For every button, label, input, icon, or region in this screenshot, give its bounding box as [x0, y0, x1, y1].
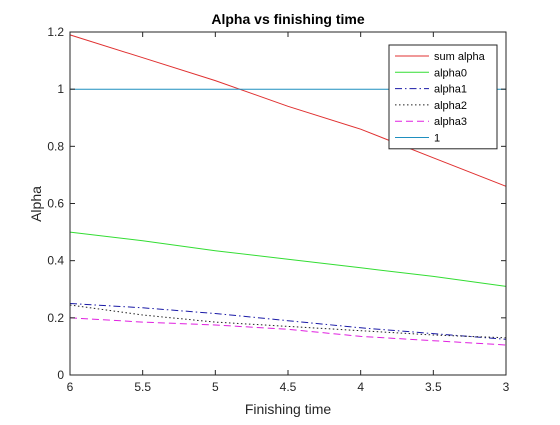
y-tick-label: 0.4 [47, 254, 64, 268]
y-axis-label: Alpha [28, 186, 44, 222]
legend-label-sum-alpha: sum alpha [434, 51, 486, 63]
x-tick-label: 3 [503, 380, 510, 394]
legend-box [388, 44, 498, 150]
x-tick-label: 4 [357, 380, 364, 394]
series-line-sum-alpha [69, 34, 507, 187]
y-tick-label: 0.6 [47, 197, 64, 211]
y-tick-label: 1.2 [47, 25, 64, 39]
y-tick-label: 0.8 [47, 139, 64, 153]
series-line-alpha1 [69, 303, 507, 340]
series-line-alpha2 [69, 304, 507, 339]
x-tick-label: 6 [67, 380, 74, 394]
legend-label-alpha2: alpha2 [434, 100, 467, 112]
x-tick-label: 5 [212, 380, 219, 394]
legend-label-alpha1: alpha1 [434, 84, 467, 96]
y-ticks: 0 0.2 0.4 0.6 0.8 1 1.2 [47, 25, 506, 382]
series-layer [69, 34, 507, 346]
chart-title: Alpha vs finishing time [211, 11, 364, 27]
legend-label-alpha0: alpha0 [434, 67, 467, 79]
series-line-alpha0 [69, 231, 507, 287]
y-tick-label: 0.2 [47, 311, 64, 325]
x-tick-label: 3.5 [425, 380, 442, 394]
y-tick-label: 0 [57, 368, 64, 382]
legend-label-1: 1 [434, 133, 440, 145]
series-line-alpha3 [69, 317, 507, 346]
legend: sum alpha alpha0 alpha1 alpha2 alpha3 1 [388, 44, 498, 150]
x-axis-label: Finishing time [245, 401, 332, 417]
x-ticks: 6 5.5 5 4.5 4 3.5 3 [67, 32, 510, 394]
legend-label-alpha3: alpha3 [434, 116, 467, 128]
x-tick-label: 5.5 [134, 380, 151, 394]
x-tick-label: 4.5 [280, 380, 297, 394]
y-tick-label: 1 [57, 82, 64, 96]
